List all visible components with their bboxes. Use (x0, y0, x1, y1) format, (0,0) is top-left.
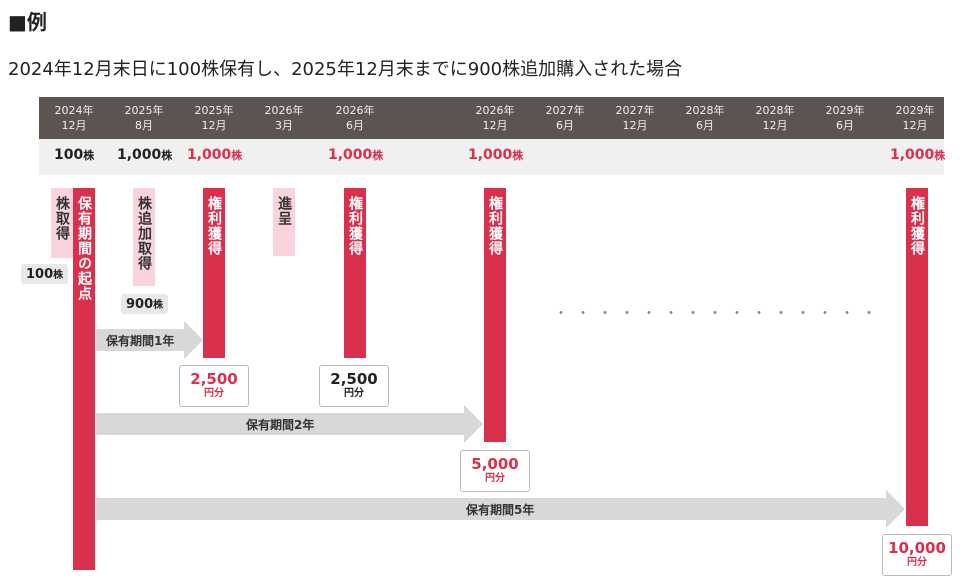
holding-start-bar: 保有期間の起点 (73, 188, 95, 570)
period-label: 2026年 6月 (335, 104, 375, 132)
period-label: 2026年 12月 (475, 104, 515, 132)
reward-amount-box: 5,000 円分 (460, 450, 530, 492)
right-acquired-bar: 権利獲得 (906, 188, 928, 526)
period-label: 2029年 12月 (895, 104, 935, 132)
period-label: 2027年 6月 (545, 104, 585, 132)
add-acquire-label: 株追加取得 (133, 188, 155, 286)
reward-amount-box: 10,000 円分 (882, 534, 952, 576)
subtitle: 2024年12月末日に100株保有し、2025年12月末までに900株追加購入さ… (8, 59, 683, 80)
initial-shares-chip: 100株 (21, 264, 69, 284)
period-label: 2028年 6月 (685, 104, 725, 132)
share-count: 1,000株 (890, 147, 946, 163)
reward-amount-box: 2,500 円分 (319, 365, 389, 407)
heading: ■例 (8, 10, 47, 34)
share-count: 1,000株 (328, 147, 384, 163)
period-label: 2025年 8月 (124, 104, 164, 132)
share-count: 1,000株 (468, 147, 524, 163)
period-label: 2029年 6月 (825, 104, 865, 132)
period-label: 2026年 3月 (264, 104, 304, 132)
share-count: 1,000株 (117, 147, 173, 163)
period-label: 2028年 12月 (755, 104, 795, 132)
added-shares-chip: 900株 (121, 294, 169, 314)
right-acquired-bar: 権利獲得 (484, 188, 506, 442)
arrow-label: 保有期間1年 (106, 334, 175, 348)
period-label: 2027年 12月 (615, 104, 655, 132)
ellipsis-dots: ・・・・・・・・・・・・・・・ (554, 306, 884, 322)
right-acquired-bar: 権利獲得 (203, 188, 225, 358)
present-label: 進呈 (273, 188, 295, 256)
share-count: 1,000株 (187, 147, 243, 163)
arrow-label: 保有期間2年 (246, 418, 315, 432)
period-label: 2024年 12月 (54, 104, 94, 132)
right-acquired-bar: 権利獲得 (344, 188, 366, 358)
reward-amount-box: 2,500 円分 (179, 365, 249, 407)
arrow-label: 保有期間5年 (466, 503, 535, 517)
acquire-label: 株取得 (51, 188, 73, 258)
share-count: 100株 (54, 147, 95, 163)
period-label: 2025年 12月 (194, 104, 234, 132)
timeline-header (39, 97, 944, 139)
shares-row (39, 139, 944, 175)
